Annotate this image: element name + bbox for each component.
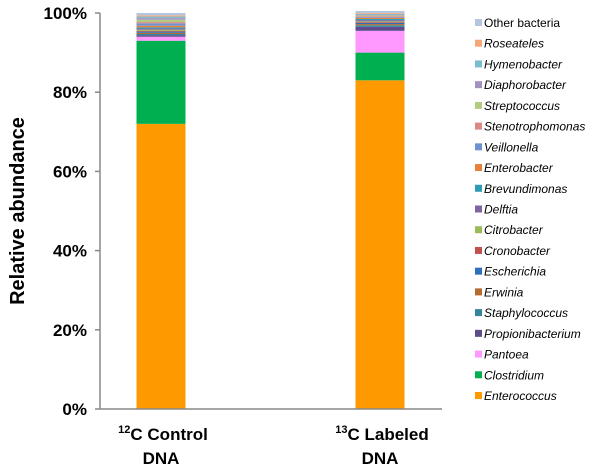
bar-segment-citrobacter (136, 29, 186, 31)
legend-swatch (475, 226, 482, 234)
legend-swatch (475, 184, 482, 192)
legend-label: Veillonella (484, 140, 539, 154)
legend-swatch (475, 309, 482, 317)
y-tick-label: 80% (53, 83, 87, 102)
legend-label: Roseateles (484, 37, 544, 51)
bar-segment-erwinia (136, 32, 186, 34)
bar-segment-roseateles (355, 13, 405, 14)
legend-label: Diaphorobacter (484, 78, 567, 92)
bar-segment-other-bacteria (355, 11, 405, 13)
bar-segment-staphylococcus (355, 25, 405, 27)
bar-segment-roseateles (136, 15, 186, 17)
bar-segment-hymenobacter (136, 16, 186, 19)
legend-swatch (475, 329, 482, 337)
category-label-line2: DNA (362, 449, 399, 468)
bar-segment-cronobacter (355, 22, 405, 23)
category-label: 13C Labeled (335, 424, 429, 444)
legend-swatch (475, 81, 482, 89)
legend-swatch (475, 246, 482, 254)
legend-label: Pantoea (484, 348, 529, 362)
bar-segment-propionibacterium (136, 35, 186, 37)
bar-segment-diaphorobacter (136, 18, 186, 20)
bar-segment-delftia (355, 20, 405, 22)
bar-segment-delftia (136, 28, 186, 30)
legend-swatch (475, 267, 482, 275)
legend-swatch (475, 205, 482, 213)
y-tick-label: 60% (53, 162, 87, 181)
legend-swatch (475, 143, 482, 151)
bar-segment-diaphorobacter (355, 14, 405, 16)
bar-segment-pantoea (355, 30, 405, 53)
legend-label: Clostridium (484, 368, 544, 382)
legend-swatch (475, 122, 482, 130)
bars (136, 11, 405, 409)
bar-segment-clostridium (355, 52, 405, 81)
legend-swatch (475, 288, 482, 296)
y-tick-label: 20% (53, 321, 87, 340)
legend-label: Other bacteria (484, 16, 560, 30)
legend-swatch (475, 60, 482, 68)
bar-segment-streptococcus (136, 19, 186, 23)
legend-swatch (475, 392, 482, 399)
category-labels: 12C Control DNA 13C Labeled DNA (118, 424, 429, 468)
bar-segment-staphylococcus (136, 33, 186, 36)
bar-segment-hymenobacter (355, 13, 405, 15)
legend-label: Streptococcus (484, 99, 560, 113)
bar-segment-erwinia (355, 24, 405, 26)
bar-segment-citrobacter (355, 21, 405, 23)
legend-swatch (475, 101, 482, 109)
bar-segment-stenotrophomonas (355, 16, 405, 17)
bar-segment-stenotrophomonas (136, 22, 186, 24)
legend-label: Brevundimonas (484, 182, 567, 196)
y-tick-label: 40% (53, 242, 87, 261)
legend-swatch (475, 164, 482, 172)
legend-swatch (475, 350, 482, 358)
bar-segment-escherichia (136, 31, 186, 33)
y-tick-label: 0% (62, 400, 87, 419)
legend-label: Erwinia (484, 285, 524, 299)
bar-segment-veillonella (136, 23, 186, 26)
category-label: 12C Control (118, 424, 208, 444)
y-axis-label: Relative abundance (7, 117, 29, 305)
legend-label: Enterobacter (484, 161, 554, 175)
bar-segment-pantoea (136, 36, 186, 41)
bar-segment-other-bacteria (136, 13, 186, 16)
bar-segment-brevundimonas (355, 18, 405, 21)
legend-label: Stenotrophomonas (484, 120, 585, 134)
bar-segment-enterobacter (355, 17, 405, 19)
bar-segment-clostridium (136, 40, 186, 124)
legend: Other bacteria Roseateles Hymenobacter Diap… (475, 16, 585, 403)
bar-segment-brevundimonas (136, 27, 186, 29)
bar-segment-enterobacter (136, 25, 186, 28)
bar-segment-propionibacterium (355, 26, 405, 31)
bar-segment-cronobacter (136, 30, 186, 32)
y-ticks: 0% 20% 40% 60% 80% 100% (44, 4, 100, 419)
legend-label: Enterococcus (484, 389, 557, 403)
bar-segment-streptococcus (355, 15, 405, 17)
legend-label: Citrobacter (484, 223, 544, 237)
legend-label: Cronobacter (484, 244, 551, 258)
legend-label: Propionibacterium (484, 327, 581, 341)
legend-swatch (475, 39, 482, 47)
bar-segment-escherichia (355, 22, 405, 25)
legend-label: Escherichia (484, 265, 546, 279)
legend-label: Hymenobacter (484, 57, 563, 71)
legend-swatch (475, 371, 482, 379)
legend-swatch (475, 19, 482, 26)
legend-label: Delftia (484, 203, 518, 217)
bar-segment-veillonella (355, 16, 405, 18)
legend-label: Staphylococcus (484, 306, 568, 320)
bar-segment-enterococcus (136, 123, 186, 409)
category-label-line2: DNA (143, 449, 180, 468)
bar-segment-enterococcus (355, 80, 405, 409)
y-tick-label: 100% (44, 4, 87, 23)
